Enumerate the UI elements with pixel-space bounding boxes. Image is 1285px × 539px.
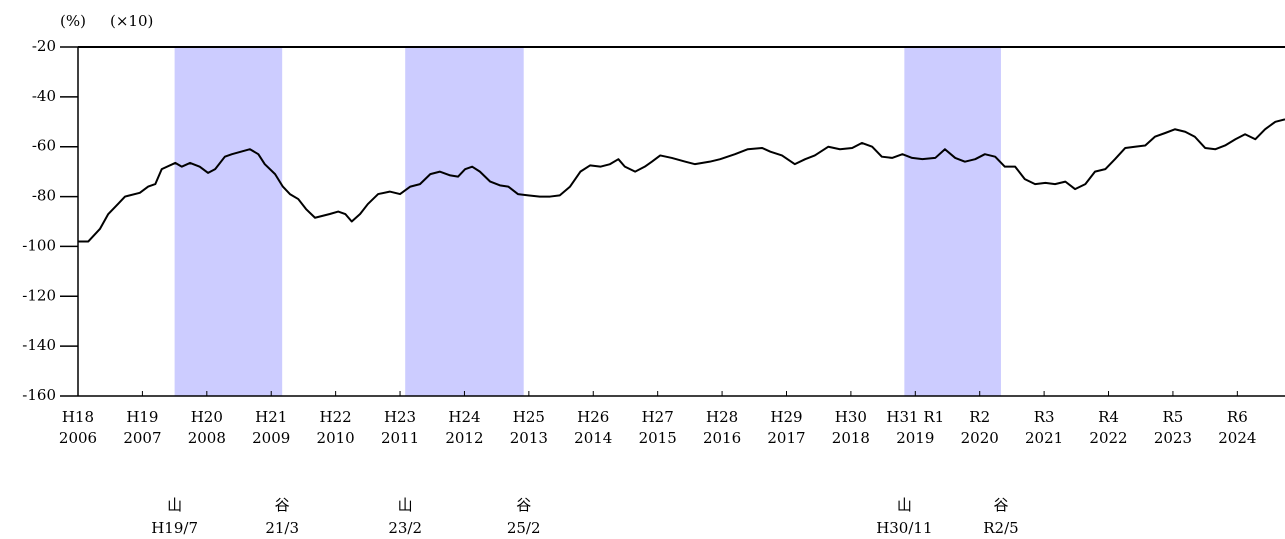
y-tick-label: -60 [32, 137, 56, 155]
y-tick-label: -80 [32, 187, 56, 205]
period-end-date: 21/3 [265, 519, 299, 537]
period-end-label: 谷 [993, 496, 1008, 514]
y-tick-label: -140 [22, 336, 56, 354]
x-tick-era-label: R2 [969, 408, 990, 426]
x-tick-era-label: R4 [1098, 408, 1119, 426]
data-line [78, 118, 1285, 243]
x-tick-label: 2007 [123, 429, 161, 447]
x-tick-label: 2023 [1154, 429, 1192, 447]
x-tick-era-label: H30 [835, 408, 867, 426]
x-tick-era-label: H29 [770, 408, 802, 426]
x-tick-label: 2014 [574, 429, 612, 447]
x-tick-label: 2012 [445, 429, 483, 447]
y-tick-label: -20 [32, 37, 56, 55]
y-tick-label: -120 [22, 286, 56, 304]
period-start-date: H19/7 [151, 519, 198, 537]
x-tick-label: 2017 [767, 429, 805, 447]
shaded-period [405, 47, 524, 396]
period-end-label: 谷 [516, 496, 531, 514]
x-tick-era-label: R3 [1034, 408, 1055, 426]
x-tick-era-label: H31 R1 [886, 408, 944, 426]
shaded-period [174, 47, 283, 396]
y-tick-label: -160 [22, 386, 56, 404]
y-scale-label: (×10) [110, 12, 153, 30]
period-start-label: 山 [897, 496, 912, 514]
x-tick-era-label: H20 [191, 408, 223, 426]
y-tick-label: -100 [22, 236, 56, 254]
x-tick-label: 2009 [252, 429, 290, 447]
period-start-label: 山 [167, 496, 182, 514]
x-tick-era-label: R5 [1163, 408, 1184, 426]
x-tick-era-label: H27 [642, 408, 674, 426]
x-tick-era-label: H28 [706, 408, 738, 426]
period-start-date: H30/11 [876, 519, 932, 537]
x-tick-era-label: R6 [1227, 408, 1248, 426]
period-end-date: 25/2 [507, 519, 541, 537]
x-tick-era-label: H25 [513, 408, 545, 426]
x-tick-era-label: H18 [62, 408, 94, 426]
x-tick-label: 2008 [188, 429, 226, 447]
x-tick-label: 2021 [1025, 429, 1063, 447]
shaded-period [904, 47, 1001, 396]
y-tick-label: -40 [32, 87, 56, 105]
x-tick-era-label: H22 [320, 408, 352, 426]
period-start-label: 山 [398, 496, 413, 514]
x-tick-era-label: H24 [448, 408, 480, 426]
x-tick-era-label: H19 [126, 408, 158, 426]
period-end-date: R2/5 [983, 519, 1018, 537]
x-tick-label: 2006 [59, 429, 97, 447]
period-start-date: 23/2 [388, 519, 422, 537]
x-tick-label: 2015 [639, 429, 677, 447]
x-tick-label: 2020 [961, 429, 999, 447]
x-tick-label: 2011 [381, 429, 419, 447]
x-tick-label: 2010 [317, 429, 355, 447]
x-tick-era-label: H26 [577, 408, 609, 426]
x-tick-era-label: H21 [255, 408, 287, 426]
x-tick-era-label: H23 [384, 408, 416, 426]
x-tick-label: 2016 [703, 429, 741, 447]
period-end-label: 谷 [275, 496, 290, 514]
x-tick-label: 2019 [896, 429, 934, 447]
x-tick-label: 2018 [832, 429, 870, 447]
x-tick-label: 2024 [1218, 429, 1256, 447]
x-tick-label: 2022 [1089, 429, 1127, 447]
y-unit-label: (%) [60, 12, 86, 30]
x-tick-label: 2013 [510, 429, 548, 447]
